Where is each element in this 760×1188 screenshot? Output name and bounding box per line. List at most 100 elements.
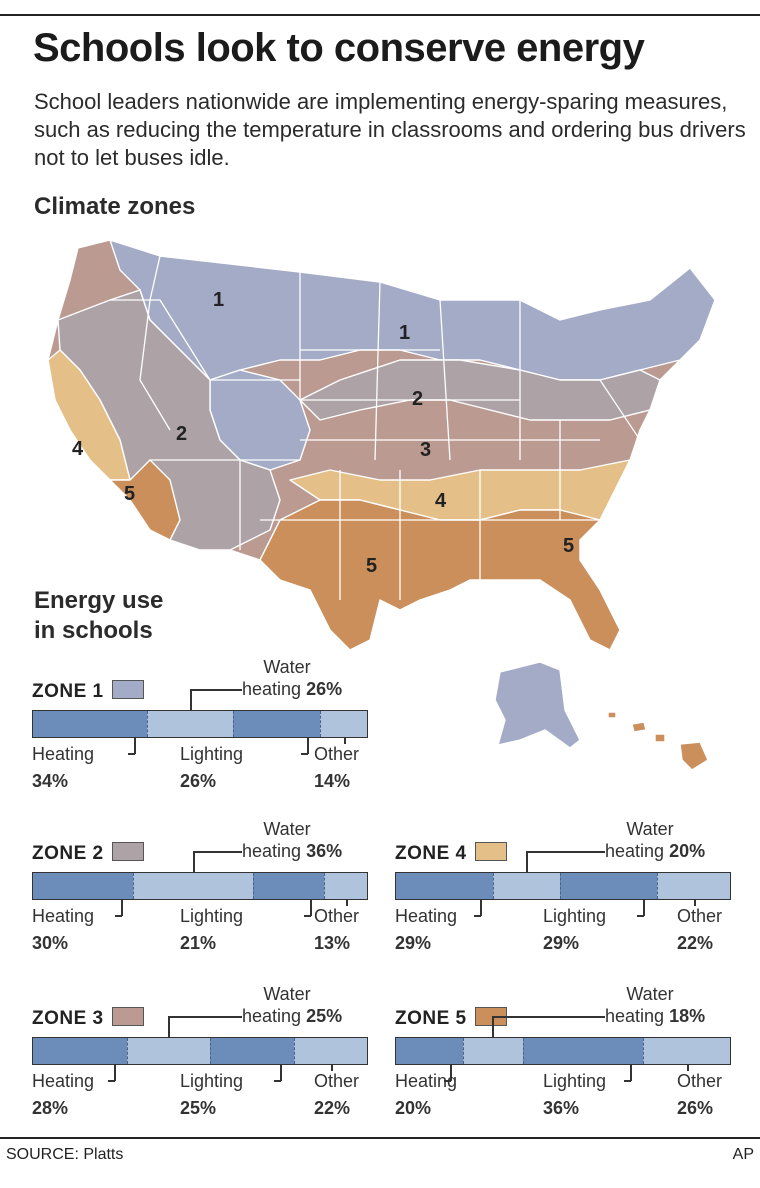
other-segment — [656, 873, 730, 899]
lighting-segment — [522, 1038, 644, 1064]
heating-leader-h — [108, 1080, 115, 1082]
lighting-leader-h — [637, 915, 644, 917]
heating-leader-h — [474, 915, 481, 917]
heating-segment — [396, 873, 493, 899]
water-heating-value: 36 — [306, 841, 327, 861]
lighting-segment — [233, 711, 321, 737]
lighting-percent: 29% — [543, 933, 580, 953]
zone-name: ZONE 3 — [32, 1008, 104, 1029]
other-segment — [643, 1038, 730, 1064]
stacked-bar — [395, 1037, 731, 1065]
water-heating-leader-tick — [193, 851, 195, 872]
water-heating-label-line1: Water — [263, 819, 311, 839]
water-heating-label-line2: heating 36% — [242, 841, 343, 861]
lighting-segment — [559, 873, 657, 899]
zone-label-2-east: 2 — [412, 388, 423, 410]
heating-percent: 20% — [395, 1098, 432, 1118]
other-percent: 13% — [314, 933, 351, 953]
zone-label: ZONE 1 — [32, 680, 144, 703]
map-region-zone5-southwest — [109, 459, 181, 541]
water-heating-leader-tick — [526, 851, 528, 872]
water-heating-leader — [193, 851, 242, 853]
lighting-label: Lighting — [180, 744, 244, 764]
water-heating-label-line2: heating 18% — [605, 1006, 706, 1026]
other-leader — [694, 900, 696, 906]
heating-percent: 28% — [32, 1098, 69, 1118]
heating-percent: 29% — [395, 933, 432, 953]
map-region-zone5-south — [259, 499, 621, 651]
zone-label-5-southeast: 5 — [563, 535, 574, 557]
zone-label: ZONE 3 — [32, 1007, 144, 1030]
climate-zone-map: 1 1 2 2 3 4 4 5 5 5 — [47, 239, 716, 771]
heating-label: Heating — [395, 1071, 458, 1091]
water-heating-label-line2: heating 25% — [242, 1006, 343, 1026]
map-region-hawaii-1 — [607, 711, 617, 719]
other-label: Other — [677, 1071, 723, 1091]
lighting-leader-h — [304, 915, 311, 917]
lighting-leader-h — [624, 1080, 631, 1082]
other-leader — [344, 738, 346, 744]
water-heating-segment — [146, 711, 234, 737]
other-label: Other — [677, 906, 723, 926]
heating-leader — [480, 900, 482, 916]
zone-swatch — [111, 1007, 144, 1026]
heating-leader-h — [128, 753, 135, 755]
zone-label-1-east: 1 — [399, 322, 410, 344]
page-subtitle: School leaders nationwide are implementi… — [34, 89, 746, 170]
water-heating-leader-tick — [492, 1016, 494, 1037]
zone-name: ZONE 1 — [32, 681, 104, 702]
water-heating-value: 26 — [306, 679, 327, 699]
heating-segment — [33, 711, 147, 737]
map-region-alaska — [494, 661, 581, 749]
water-heating-segment — [462, 1038, 523, 1064]
water-heating-label-line1: Water — [263, 657, 311, 677]
other-segment — [320, 711, 367, 737]
zone-panel: ZONE 2 Water heating 36% Heating 30% Lighting… — [32, 819, 372, 992]
water-heating-value: 18 — [669, 1006, 690, 1026]
other-label: Other — [314, 906, 360, 926]
lighting-leader — [310, 900, 312, 916]
other-percent: 22% — [314, 1098, 351, 1118]
heating-leader — [114, 1065, 116, 1081]
water-heating-label-line2: heating 26% — [242, 679, 343, 699]
zone-name: ZONE 2 — [32, 843, 104, 864]
water-heating-leader-tick — [190, 689, 192, 710]
other-leader — [687, 1065, 689, 1071]
top-rule — [0, 14, 760, 16]
other-segment — [323, 873, 367, 899]
heating-segment — [33, 873, 134, 899]
map-region-hawaii-4 — [679, 741, 709, 771]
water-heating-leader — [492, 1016, 605, 1018]
lighting-percent: 36% — [543, 1098, 580, 1118]
zone-swatch — [474, 842, 507, 861]
zone-swatch — [111, 842, 144, 861]
heating-label: Heating — [32, 1071, 95, 1091]
zone-label-3: 3 — [420, 439, 431, 461]
map-state-borders — [110, 255, 641, 600]
other-segment — [293, 1038, 367, 1064]
water-heating-label-line1: Water — [626, 819, 674, 839]
lighting-percent: 21% — [180, 933, 217, 953]
water-heating-segment — [492, 873, 560, 899]
zone-label: ZONE 4 — [395, 842, 507, 865]
water-heating-value: 20 — [669, 841, 690, 861]
water-heating-leader — [168, 1016, 242, 1018]
water-heating-leader — [526, 851, 605, 853]
zone-label-5-texas: 5 — [366, 555, 377, 577]
stacked-bar — [32, 872, 368, 900]
lighting-leader — [630, 1065, 632, 1081]
other-percent: 22% — [677, 933, 714, 953]
stacked-bar — [32, 1037, 368, 1065]
other-percent: 26% — [677, 1098, 714, 1118]
zone-label-4-east: 4 — [435, 490, 447, 512]
lighting-label: Lighting — [180, 906, 244, 926]
zone-label: ZONE 5 — [395, 1007, 507, 1030]
lighting-leader — [280, 1065, 282, 1081]
zone-name: ZONE 4 — [395, 843, 467, 864]
map-heading: Climate zones — [34, 193, 196, 220]
lighting-percent: 25% — [180, 1098, 217, 1118]
heating-leader-h — [115, 915, 122, 917]
water-heating-label-line1: Water — [263, 984, 311, 1004]
heating-label: Heating — [32, 906, 95, 926]
zone-label-2-west: 2 — [176, 423, 187, 445]
